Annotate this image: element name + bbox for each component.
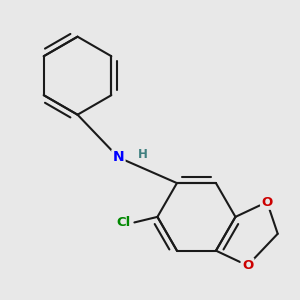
Text: N: N <box>112 150 124 164</box>
Text: O: O <box>261 196 273 208</box>
Text: H: H <box>138 148 148 161</box>
Text: O: O <box>242 259 253 272</box>
Text: Cl: Cl <box>117 216 131 229</box>
